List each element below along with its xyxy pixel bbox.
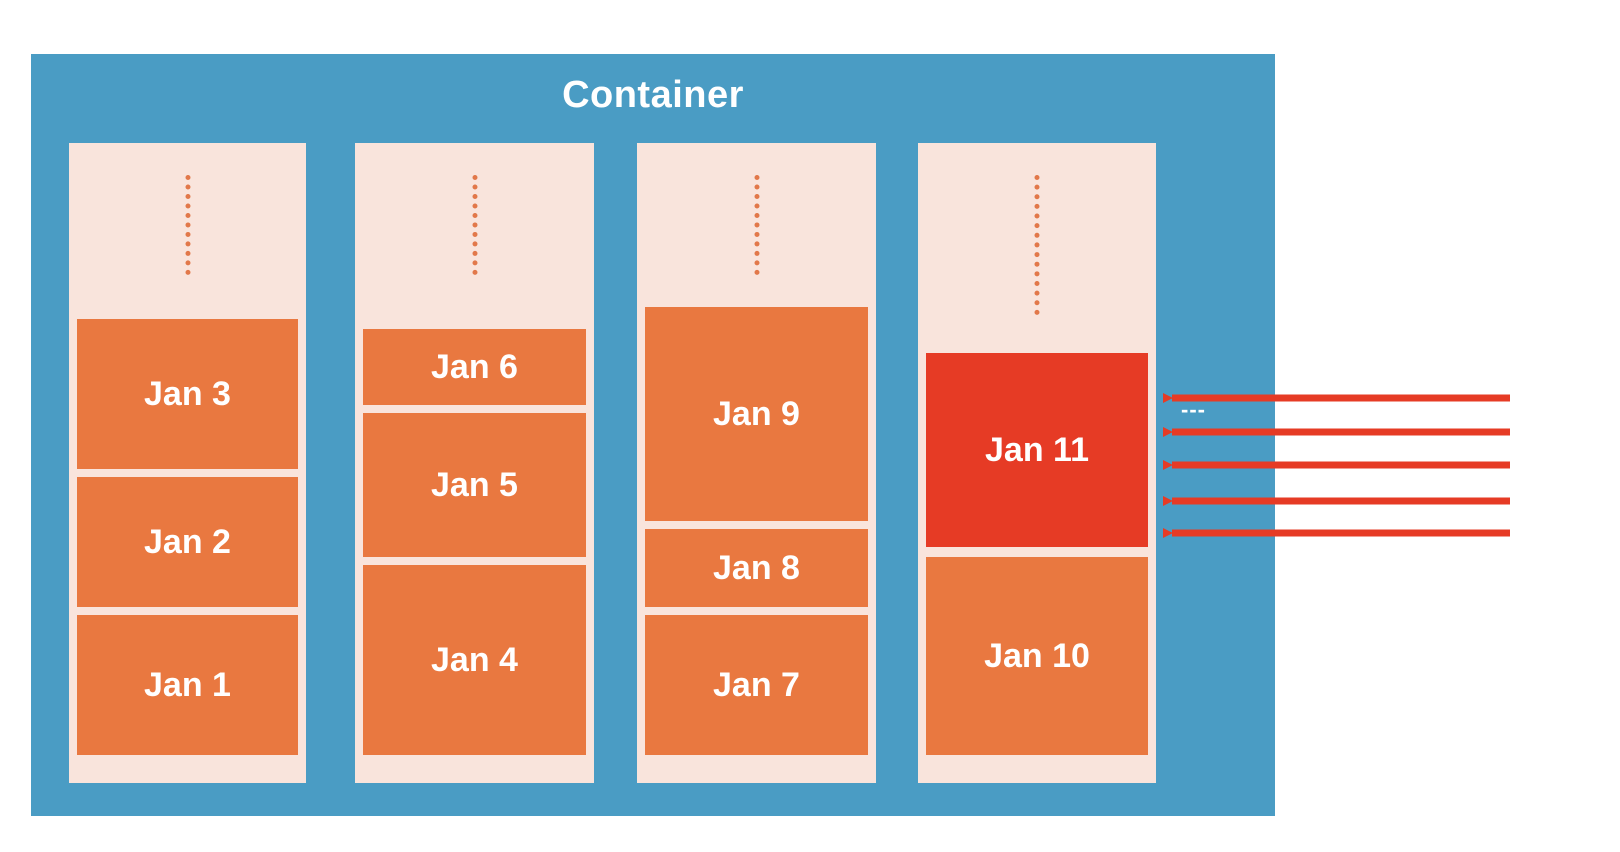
container: Container Jan 3 Jan 2 Jan 1 Jan 6 Jan 5 … <box>31 54 1275 816</box>
continuation-dots <box>472 175 477 275</box>
continuation-dots <box>185 175 190 275</box>
block-jan-9: Jan 9 <box>645 307 868 521</box>
block-jan-1: Jan 1 <box>77 615 298 755</box>
partition-3: Jan 9 Jan 8 Jan 7 <box>637 143 876 783</box>
partition-2: Jan 6 Jan 5 Jan 4 <box>355 143 594 783</box>
block-jan-11: Jan 11 <box>926 353 1148 547</box>
partition-1: Jan 3 Jan 2 Jan 1 <box>69 143 306 783</box>
partition-4: Jan 11 Jan 10 <box>918 143 1156 783</box>
block-jan-6: Jan 6 <box>363 329 586 405</box>
overflow-ellipsis: --- <box>1181 397 1206 422</box>
block-jan-4: Jan 4 <box>363 565 586 755</box>
block-jan-7: Jan 7 <box>645 615 868 755</box>
block-jan-8: Jan 8 <box>645 529 868 607</box>
block-jan-10: Jan 10 <box>926 557 1148 755</box>
container-title: Container <box>562 74 744 116</box>
continuation-dots <box>754 175 759 275</box>
block-jan-3: Jan 3 <box>77 319 298 469</box>
continuation-dots <box>1034 175 1040 315</box>
block-jan-2: Jan 2 <box>77 477 298 607</box>
block-jan-5: Jan 5 <box>363 413 586 557</box>
